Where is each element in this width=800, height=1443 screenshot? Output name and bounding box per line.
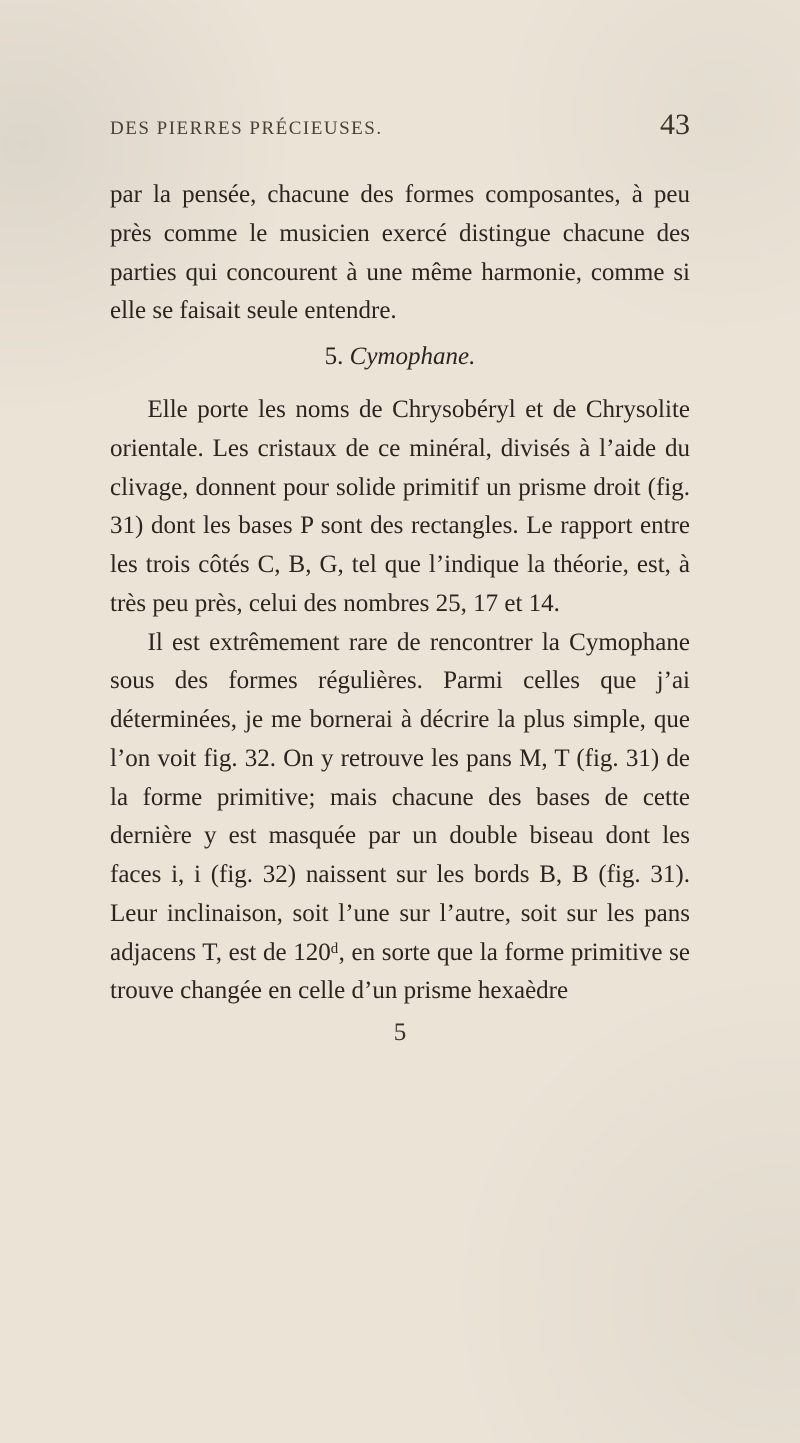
- signature-mark: 5: [110, 1019, 690, 1047]
- section-heading: 5. Cymophane.: [110, 343, 690, 371]
- section-title-text: Cymophane.: [350, 343, 476, 370]
- page-number: 43: [660, 108, 690, 142]
- running-head: DES PIERRES PRÉCIEUSES.: [110, 118, 383, 140]
- section-number: 5.: [325, 343, 344, 370]
- paragraph-1: par la pensée, chacune des formes compos…: [110, 176, 690, 331]
- paragraph-3: Il est extrêmement rare de rencontrer la…: [110, 624, 690, 1012]
- paragraph-2: Elle porte les noms de Chrysobéryl et de…: [110, 391, 690, 624]
- page-content: DES PIERRES PRÉCIEUSES. 43 par la pensée…: [110, 108, 690, 1047]
- header: DES PIERRES PRÉCIEUSES. 43: [110, 108, 690, 142]
